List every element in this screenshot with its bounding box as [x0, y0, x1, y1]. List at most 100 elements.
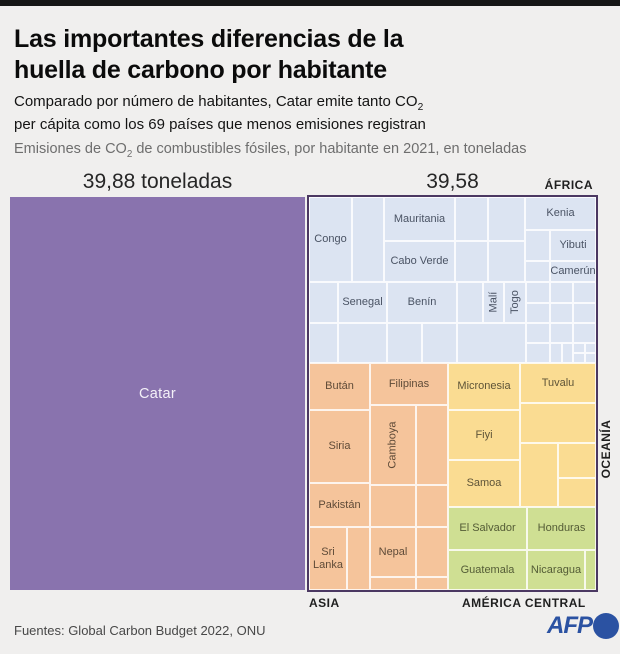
treemap-cell-benin: Benín [387, 282, 457, 323]
treemap-cell-unlabeled [573, 282, 596, 303]
country-label: Senegal [342, 296, 383, 309]
treemap-cell-congo: Congo [309, 197, 352, 282]
treemap-cell-unlabeled [550, 282, 573, 303]
country-label: Camerún [550, 265, 596, 278]
afp-logo-text: AFP [547, 612, 593, 639]
country-label: Congo [314, 233, 347, 246]
treemap-cell-unlabeled [550, 303, 573, 323]
country-label: Bután [325, 380, 354, 393]
treemap-cell-unlabeled [525, 230, 550, 261]
treemap-cell-unlabeled [457, 323, 526, 363]
top-accent-bar [0, 0, 620, 6]
region-label-africa: ÁFRICA [544, 178, 593, 192]
treemap-cell-samoa: Samoa [448, 460, 520, 507]
treemap-cell-cabo-verde: Cabo Verde [384, 241, 455, 282]
sources-text: Fuentes: Global Carbon Budget 2022, ONU [14, 623, 266, 638]
treemap-cell-unlabeled [526, 323, 550, 343]
treemap-cell-unlabeled [347, 527, 370, 590]
treemap-cell-unlabeled [370, 485, 416, 527]
country-label: Benín [407, 296, 437, 309]
treemap-cell-unlabeled [573, 353, 585, 363]
treemap-cell-nepal: Nepal [370, 527, 416, 577]
country-label: Pakistán [318, 498, 361, 511]
country-label: Sri Lanka [313, 546, 343, 571]
treemap-cell-kenia: Kenia [525, 197, 596, 230]
title-line-2: huella de carbono por habitante [14, 55, 388, 84]
treemap-cell-unlabeled [585, 550, 596, 590]
treemap-cell-yibuti: Yibuti [550, 230, 596, 261]
page-title: Las importantes diferencias de la huella… [14, 24, 606, 85]
country-label: Camboya [386, 421, 399, 469]
treemap-cell-unlabeled [416, 577, 448, 590]
treemap-cell-unlabeled [416, 527, 448, 577]
treemap-cell-honduras: Honduras [527, 507, 596, 550]
treemap-cell-unlabeled [488, 241, 525, 282]
note-subscript: 2 [126, 148, 133, 160]
treemap-cell-unlabeled [562, 343, 573, 363]
subtitle-text: Comparado por número de habitantes, Cata… [14, 93, 418, 110]
note-text-2: de combustibles fósiles, por habitante e… [132, 141, 527, 157]
treemap-cell-unlabeled [585, 343, 596, 353]
qatar-block-label: Catar [139, 385, 176, 402]
country-label: Fiyi [475, 428, 493, 441]
treemap-cells-container: Congo Mauritania Cabo Verde Kenia Yibuti Came… [309, 197, 596, 590]
treemap-cell-unlabeled [550, 343, 562, 363]
countries-treemap: Congo Mauritania Cabo Verde Kenia Yibuti Came… [307, 195, 598, 592]
treemap-cell-unlabeled [585, 353, 596, 363]
subtitle-line-2: per cápita como los 69 países que menos … [14, 116, 426, 134]
region-label-oceania: OCEANÍA [599, 419, 613, 479]
treemap-cell-camboya: Camboya [370, 405, 416, 485]
country-label: Malí [487, 292, 500, 313]
treemap-cell-unlabeled [573, 323, 596, 343]
country-label: Nepal [378, 545, 408, 558]
treemap-cell-unlabeled [526, 282, 550, 303]
treemap-cell-unlabeled [558, 478, 596, 507]
treemap-cell-camerun: Camerún [550, 261, 596, 282]
treemap-cell-el-salvador: El Salvador [448, 507, 527, 550]
treemap-cell-mali: Malí [483, 282, 504, 323]
treemap-cell-guatemala: Guatemala [448, 550, 527, 590]
country-label: Kenia [546, 207, 575, 220]
treemap-cell-unlabeled [573, 303, 596, 323]
country-label: Nicaragua [530, 563, 582, 576]
treemap-cell-unlabeled [338, 323, 387, 363]
treemap-cell-siria: Siria [309, 410, 370, 483]
subtitle-subscript: 2 [417, 102, 424, 113]
treemap-cell-micronesia: Micronesia [448, 363, 520, 410]
country-label: Samoa [466, 477, 502, 490]
country-label: Tuvalu [541, 376, 575, 389]
afp-logo-circle-icon [593, 613, 619, 639]
treemap-cell-unlabeled [416, 485, 448, 527]
treemap-cell-mauritania: Mauritania [384, 197, 455, 241]
treemap-cell-unlabeled [526, 303, 550, 323]
treemap-cell-nicaragua: Nicaragua [527, 550, 585, 590]
treemap-cell-unlabeled [455, 197, 488, 241]
treemap-cell-unlabeled [520, 443, 558, 507]
treemap-cell-unlabeled [520, 403, 596, 443]
treemap-cell-unlabeled [573, 343, 585, 353]
country-label: Micronesia [457, 380, 511, 393]
treemap-cell-unlabeled [309, 282, 338, 323]
treemap-cell-unlabeled [352, 197, 384, 282]
treemap-cell-unlabeled [526, 343, 550, 363]
region-label-america-central: AMÉRICA CENTRAL [462, 596, 586, 610]
country-label: Guatemala [460, 563, 515, 576]
country-label: Honduras [537, 522, 586, 535]
treemap-cell-senegal: Senegal [338, 282, 387, 323]
treemap-cell-fiyi: Fiyi [448, 410, 520, 460]
afp-logo: AFP [547, 612, 619, 640]
treemap-cell-unlabeled [309, 323, 338, 363]
qatar-treemap-block: Catar [10, 197, 305, 590]
treemap-cell-unlabeled [558, 443, 596, 478]
treemap-cell-unlabeled [422, 323, 457, 363]
country-label: El Salvador [459, 522, 516, 535]
title-line-1: Las importantes diferencias de la [14, 25, 404, 53]
treemap-cell-filipinas: Filipinas [370, 363, 448, 405]
region-label-asia: ASIA [309, 596, 340, 610]
note-text: Emisiones de CO [14, 141, 127, 157]
group-value-label: 39,58 [426, 170, 479, 193]
country-label: Cabo Verde [390, 255, 449, 268]
treemap-cell-unlabeled [488, 197, 525, 241]
treemap-cell-unlabeled [525, 261, 550, 282]
